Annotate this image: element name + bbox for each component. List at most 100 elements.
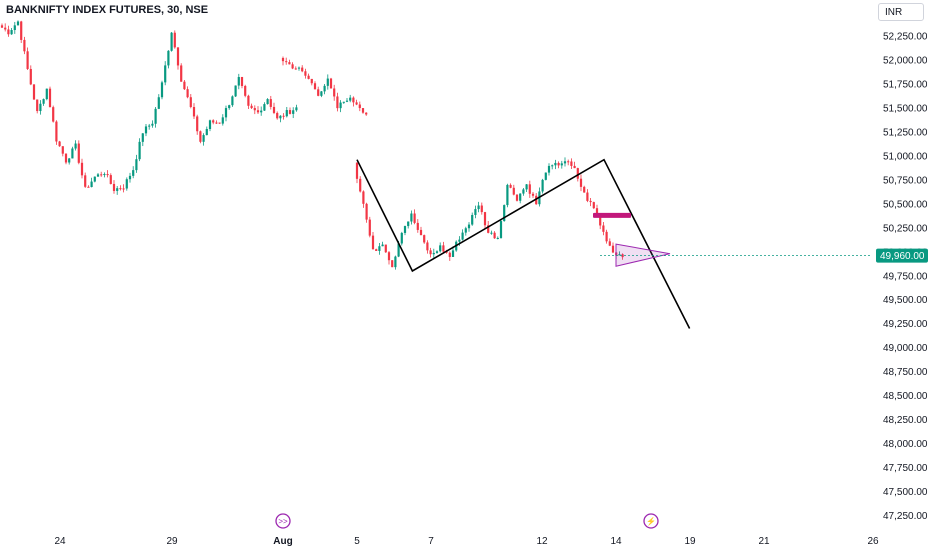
candle	[48, 86, 52, 108]
candle-body	[160, 82, 164, 98]
candle	[531, 192, 535, 198]
dividend-event-icon: >>	[275, 513, 291, 529]
candle	[74, 140, 77, 151]
candle	[279, 115, 282, 123]
candle-body	[186, 89, 189, 98]
candle-body	[58, 141, 61, 147]
candle-body	[551, 165, 554, 167]
candle	[611, 242, 615, 254]
candle	[291, 62, 294, 70]
candle-body	[212, 120, 215, 123]
candle-body	[381, 244, 384, 247]
split-event-icon: ⚡	[643, 513, 659, 529]
candle-body	[32, 84, 36, 100]
time-tick-label: 14	[610, 536, 622, 547]
candle	[20, 20, 23, 43]
price-tick-label: 51,500.00	[883, 103, 928, 114]
candle-body	[384, 244, 387, 253]
candle	[122, 184, 125, 193]
candle-body	[359, 178, 362, 192]
candle	[551, 164, 554, 170]
candle	[199, 130, 202, 144]
candle	[103, 172, 106, 178]
time-tick-label: 24	[54, 536, 66, 547]
candle	[77, 140, 80, 165]
candle	[336, 92, 339, 112]
candle	[266, 98, 269, 105]
time-axis[interactable]: 24 29 Aug 5 7 12 14 19 21 26 >> ⚡	[54, 513, 879, 547]
candle-body	[595, 208, 599, 217]
candle	[205, 126, 208, 136]
candle-body	[282, 115, 285, 117]
candle-body	[55, 121, 58, 142]
candle-body	[294, 68, 297, 70]
candle-body	[285, 61, 288, 63]
candle	[90, 177, 93, 188]
candle-body	[301, 67, 304, 72]
candle-body	[228, 105, 231, 109]
candle	[164, 61, 167, 86]
candle	[381, 241, 384, 247]
candle-body	[36, 99, 39, 112]
candle	[464, 226, 467, 236]
last-price-box	[876, 248, 928, 263]
candle-body	[608, 241, 611, 246]
price-axis[interactable]: 52,250.00 52,000.00 51,750.00 51,500.00 51,2…	[883, 31, 928, 522]
candle	[570, 158, 573, 169]
candle-body	[93, 176, 96, 182]
symbol-title: BANKNIFTY INDEX FUTURES, 30, NSE	[6, 4, 209, 16]
candle	[112, 180, 116, 194]
candle	[0, 23, 4, 29]
candle-body	[461, 232, 464, 240]
candle-body	[16, 21, 20, 26]
candle-body	[288, 110, 292, 114]
candle	[4, 23, 7, 32]
candle-body	[522, 189, 525, 194]
candle	[608, 238, 611, 247]
candle-body	[23, 39, 26, 52]
candle-body	[180, 65, 183, 82]
candle-body	[279, 115, 282, 119]
candle-body	[576, 168, 579, 179]
candle-body	[119, 188, 122, 190]
candle-body	[339, 102, 342, 109]
candle-body	[493, 232, 496, 239]
event-circle	[643, 513, 659, 529]
candle	[138, 138, 141, 162]
currency-selector[interactable]: INR	[878, 3, 924, 21]
candle	[355, 99, 358, 106]
candle-body	[199, 131, 202, 142]
candle-body	[579, 178, 583, 187]
candle-body	[342, 101, 345, 103]
candle-body	[371, 235, 375, 250]
candle-body	[42, 99, 45, 104]
last-price-badge: 49,960.00	[600, 248, 928, 263]
candle	[403, 225, 407, 236]
candle	[148, 123, 151, 130]
candle	[362, 190, 365, 208]
candle-body	[100, 174, 103, 176]
candle-body	[45, 88, 48, 100]
candle	[58, 140, 61, 147]
price-tick-label: 47,500.00	[883, 487, 928, 498]
candle	[295, 104, 298, 112]
candle	[132, 166, 135, 179]
price-tick-label: 51,250.00	[883, 127, 928, 138]
candle-body	[71, 148, 74, 159]
time-tick-label: 7	[428, 536, 434, 547]
event-circle	[275, 513, 291, 529]
candle-body	[531, 193, 535, 196]
candle	[26, 47, 29, 70]
candle	[116, 186, 119, 195]
candle	[244, 84, 247, 98]
candle-body	[48, 88, 52, 108]
candle-body	[355, 162, 359, 179]
candle	[294, 66, 297, 70]
candle	[119, 185, 122, 191]
candle	[170, 31, 173, 52]
candle	[579, 174, 583, 192]
candle-body	[266, 99, 269, 105]
candle	[432, 248, 435, 259]
